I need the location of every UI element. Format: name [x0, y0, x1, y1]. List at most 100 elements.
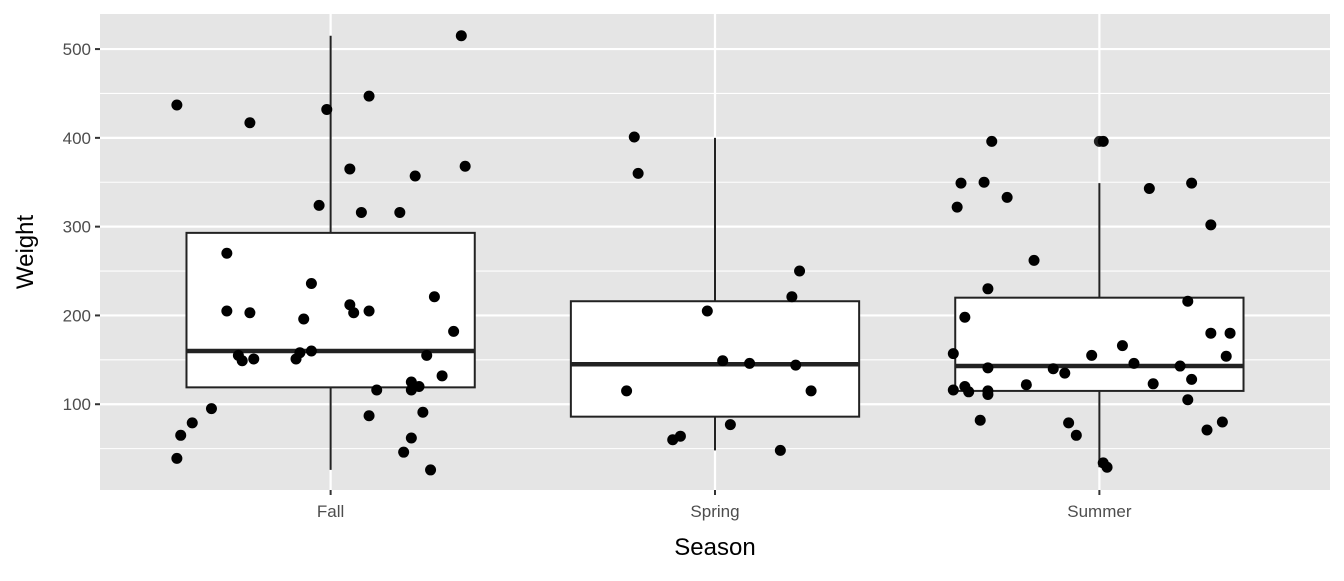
box-summer: [954, 296, 1245, 392]
data-point: [774, 444, 786, 456]
data-point: [805, 385, 817, 397]
data-point: [1063, 417, 1075, 429]
jitter-points: [171, 30, 1236, 476]
data-point: [1101, 461, 1113, 473]
x-tick-label: Spring: [690, 502, 739, 521]
boxes: [185, 35, 1245, 470]
data-point: [221, 247, 233, 259]
data-point: [951, 201, 963, 213]
data-point: [455, 30, 467, 42]
data-point: [298, 313, 310, 325]
data-point: [417, 406, 429, 418]
data-point: [1147, 378, 1159, 390]
data-point: [1028, 254, 1040, 266]
data-point: [244, 307, 256, 319]
data-point: [794, 265, 806, 277]
data-point: [1020, 379, 1032, 391]
data-point: [1097, 135, 1109, 147]
data-point: [425, 464, 437, 476]
data-point: [1205, 219, 1217, 231]
data-point: [248, 353, 260, 365]
data-point: [978, 176, 990, 188]
data-point: [221, 305, 233, 317]
y-tick-label: 100: [63, 395, 91, 414]
y-tick-label: 300: [63, 218, 91, 237]
data-point: [1143, 182, 1155, 194]
data-point: [982, 385, 994, 397]
data-point: [786, 291, 798, 303]
x-axis-title: Season: [674, 534, 755, 561]
data-point: [1070, 429, 1082, 441]
data-point: [321, 103, 333, 115]
data-point: [982, 283, 994, 295]
data-point: [363, 90, 375, 102]
data-point: [413, 380, 425, 392]
data-point: [986, 135, 998, 147]
data-point: [313, 199, 325, 211]
data-point: [628, 131, 640, 143]
data-point: [744, 357, 756, 369]
data-point: [171, 452, 183, 464]
axes: 100 200 300 400 500 Fall Spring Summer: [63, 40, 1132, 521]
data-point: [236, 355, 248, 367]
data-point: [344, 163, 356, 175]
data-point: [701, 305, 713, 317]
x-tick-label: Summer: [1067, 502, 1132, 521]
box-fall: [185, 231, 476, 389]
data-point: [428, 291, 440, 303]
data-point: [348, 307, 360, 319]
data-point: [305, 277, 317, 289]
data-point: [982, 362, 994, 374]
data-point: [790, 359, 802, 371]
data-point: [205, 403, 217, 415]
data-point: [1201, 424, 1213, 436]
data-point: [244, 117, 256, 129]
data-point: [459, 160, 471, 172]
data-point: [1182, 295, 1194, 307]
data-point: [1059, 367, 1071, 379]
data-point: [717, 355, 729, 367]
data-point: [974, 414, 986, 426]
data-point: [405, 432, 417, 444]
data-point: [398, 446, 410, 458]
data-point: [436, 370, 448, 382]
data-point: [363, 410, 375, 422]
data-point: [1174, 360, 1186, 372]
data-point: [724, 419, 736, 431]
data-point: [1047, 363, 1059, 375]
data-point: [1224, 327, 1236, 339]
data-point: [363, 305, 375, 317]
data-point: [632, 167, 644, 179]
data-point: [171, 99, 183, 111]
data-point: [963, 386, 975, 398]
data-point: [421, 349, 433, 361]
y-axis-title: Weight: [12, 215, 39, 290]
data-point: [355, 206, 367, 218]
data-point: [1216, 416, 1228, 428]
data-point: [394, 206, 406, 218]
y-tick-label: 200: [63, 306, 91, 325]
data-point: [294, 347, 306, 359]
data-point: [955, 177, 967, 189]
data-point: [186, 417, 198, 429]
data-point: [947, 384, 959, 396]
data-point: [1205, 327, 1217, 339]
data-point: [1220, 350, 1232, 362]
data-point: [1182, 394, 1194, 406]
data-point: [175, 429, 187, 441]
data-point: [1186, 373, 1198, 385]
data-point: [621, 385, 633, 397]
data-point: [1116, 340, 1128, 352]
data-point: [1086, 349, 1098, 361]
data-point: [947, 348, 959, 360]
data-point: [305, 345, 317, 357]
data-point: [1128, 357, 1140, 369]
y-tick-label: 400: [63, 129, 91, 148]
data-point: [409, 170, 421, 182]
data-point: [371, 384, 383, 396]
data-point: [959, 311, 971, 323]
data-point: [1186, 177, 1198, 189]
y-tick-label: 500: [63, 40, 91, 59]
x-tick-label: Fall: [317, 502, 344, 521]
